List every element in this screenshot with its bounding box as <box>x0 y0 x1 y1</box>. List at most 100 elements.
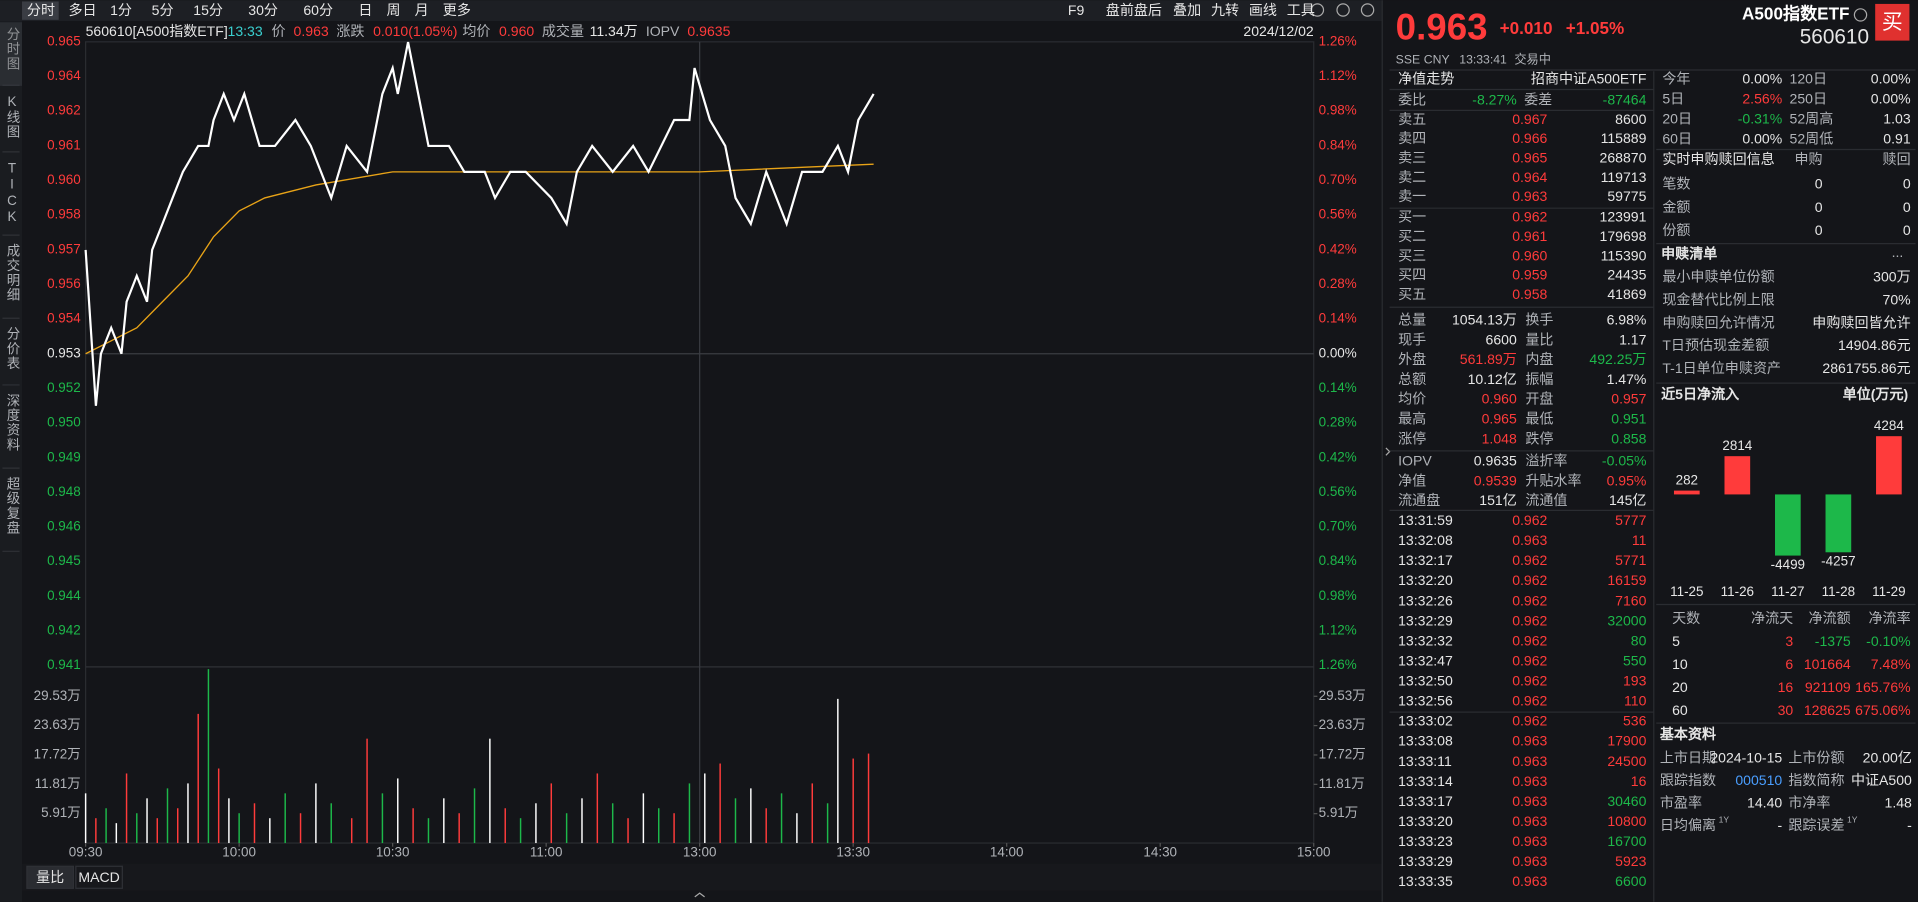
value: 561.89万 <box>1460 351 1517 367</box>
tool-button[interactable]: 九转 <box>1211 2 1239 18</box>
value: 0.965 <box>1482 411 1517 427</box>
tab[interactable]: 更多 <box>443 2 471 18</box>
label: 指数简称 <box>1788 772 1844 788</box>
flow-label: 282 <box>1676 472 1698 487</box>
bottom-tab-label[interactable]: 量比 <box>36 869 64 885</box>
tab[interactable]: 多日 <box>69 2 97 18</box>
volume-tick-label: 11.81万 <box>35 776 81 791</box>
side-tab[interactable]: 深度资料 <box>4 393 20 452</box>
y2-tick-label: 0.56% <box>1319 484 1357 499</box>
toolbar <box>0 0 1383 22</box>
y-tick-label: 0.964 <box>47 68 81 83</box>
price-line <box>84 41 875 406</box>
tab[interactable]: 15分 <box>193 2 223 18</box>
info-icon[interactable] <box>1853 8 1868 22</box>
more[interactable]: ... <box>1892 244 1904 260</box>
book-price: 0.963 <box>1512 188 1547 204</box>
tab[interactable]: 分时 <box>27 2 55 18</box>
tab[interactable]: 日 <box>358 2 372 18</box>
label: 跟踪指数 <box>1660 772 1716 788</box>
value: 0 <box>1903 176 1911 192</box>
book-price: 0.959 <box>1512 267 1547 283</box>
y2-tick-label: 0.98% <box>1319 103 1357 118</box>
bottom-tab[interactable] <box>75 865 123 889</box>
tick-volume: 80 <box>1631 632 1647 648</box>
side-tab[interactable]: 分价表 <box>4 327 20 371</box>
tab[interactable]: 周 <box>387 2 401 18</box>
icon-close[interactable] <box>1360 3 1375 17</box>
y-tick-label: 0.952 <box>47 380 81 395</box>
side-tab[interactable]: 成交明细 <box>4 244 20 303</box>
y2-tick-label: 0.28% <box>1319 415 1357 430</box>
book-label: 买三 <box>1398 247 1426 263</box>
side-tab[interactable]: K线图 <box>4 94 20 140</box>
tick-time: 13:33:29 <box>1398 853 1453 869</box>
y-tick-label: 0.954 <box>47 311 81 326</box>
value: 492.25万 <box>1589 351 1646 367</box>
tick-time: 13:33:08 <box>1398 733 1453 749</box>
x-tick-label: 09:30 <box>69 844 103 859</box>
collapse-arrow[interactable] <box>1385 447 1391 456</box>
book-volume: 268870 <box>1600 149 1647 165</box>
flow-bar <box>1673 490 1700 495</box>
tick-volume: 32000 <box>1607 612 1646 628</box>
tick-time: 13:33:17 <box>1398 793 1453 809</box>
y2-tick-label: 0.00% <box>1319 345 1357 360</box>
y-tick-label: 0.962 <box>47 103 81 118</box>
table-head: 净流额 <box>1809 610 1851 626</box>
expand-arrow[interactable] <box>694 892 705 898</box>
tab[interactable]: 月 <box>415 2 429 18</box>
buy-label[interactable]: 买 <box>1882 11 1903 34</box>
fund-link[interactable]: 招商中证A500ETF <box>1531 70 1647 86</box>
tick-volume: 5923 <box>1615 853 1646 869</box>
volume-tick-label: 29.53万 <box>34 688 81 703</box>
tick-price: 0.962 <box>1512 652 1547 668</box>
tool-button[interactable]: F9 <box>1068 2 1085 18</box>
info-item: 价 <box>272 23 286 39</box>
bottom-tab-label[interactable]: MACD <box>78 869 119 885</box>
fund-name: A500指数ETF <box>1742 3 1849 23</box>
tick-price: 0.962 <box>1512 512 1547 528</box>
buy-button[interactable] <box>1875 3 1910 41</box>
table-cell: 675.06% <box>1855 702 1910 718</box>
tick-price: 0.962 <box>1512 552 1547 568</box>
y-tick-label: 0.957 <box>47 241 81 256</box>
book-price: 0.960 <box>1512 247 1547 263</box>
label: 总额 <box>1398 371 1426 387</box>
tool-button[interactable]: 盘前盘后 <box>1106 2 1162 18</box>
tool-button[interactable]: 叠加 <box>1173 2 1201 18</box>
tab[interactable]: 30分 <box>248 2 278 18</box>
chart-title: 近5日净流入 <box>1661 386 1739 402</box>
flow-bar <box>1876 436 1902 495</box>
section-title: 基本资料 <box>1660 726 1716 742</box>
tick-price: 0.963 <box>1512 853 1547 869</box>
tab[interactable]: 1分 <box>110 2 132 18</box>
tick-price: 0.962 <box>1512 612 1547 628</box>
icon-settings[interactable] <box>1310 3 1325 17</box>
bottom-tab[interactable] <box>26 865 75 889</box>
tab[interactable]: 60分 <box>303 2 333 18</box>
label: 溢折率 <box>1525 453 1567 469</box>
x-tick-label: 15:00 <box>1297 844 1331 859</box>
label: 跌停 <box>1525 430 1553 446</box>
label: T日预估现金差额 <box>1662 337 1769 353</box>
flow-bar <box>1825 494 1852 553</box>
col-head: 申购 <box>1794 151 1822 167</box>
tool-button[interactable]: 工具 <box>1287 2 1315 18</box>
tick-price: 0.963 <box>1512 532 1547 548</box>
tab[interactable]: 5分 <box>152 2 174 18</box>
table-cell: 7.48% <box>1871 656 1911 672</box>
tab-active <box>22 1 59 20</box>
tick-price: 0.962 <box>1512 713 1547 729</box>
value: - <box>1907 817 1912 833</box>
side-tab[interactable]: TICK <box>4 160 19 225</box>
tick-time: 13:33:35 <box>1398 873 1453 889</box>
side-tab[interactable]: 超级复盘 <box>4 477 20 536</box>
flow-category: 11-27 <box>1771 584 1804 599</box>
tick-time: 13:32:26 <box>1398 592 1453 608</box>
tick-volume: 5771 <box>1615 552 1646 568</box>
icon-help[interactable] <box>1336 3 1350 17</box>
meta: 13:33:41 <box>1459 52 1507 66</box>
table-cell: -1375 <box>1815 633 1851 649</box>
tool-button[interactable]: 画线 <box>1249 2 1277 18</box>
